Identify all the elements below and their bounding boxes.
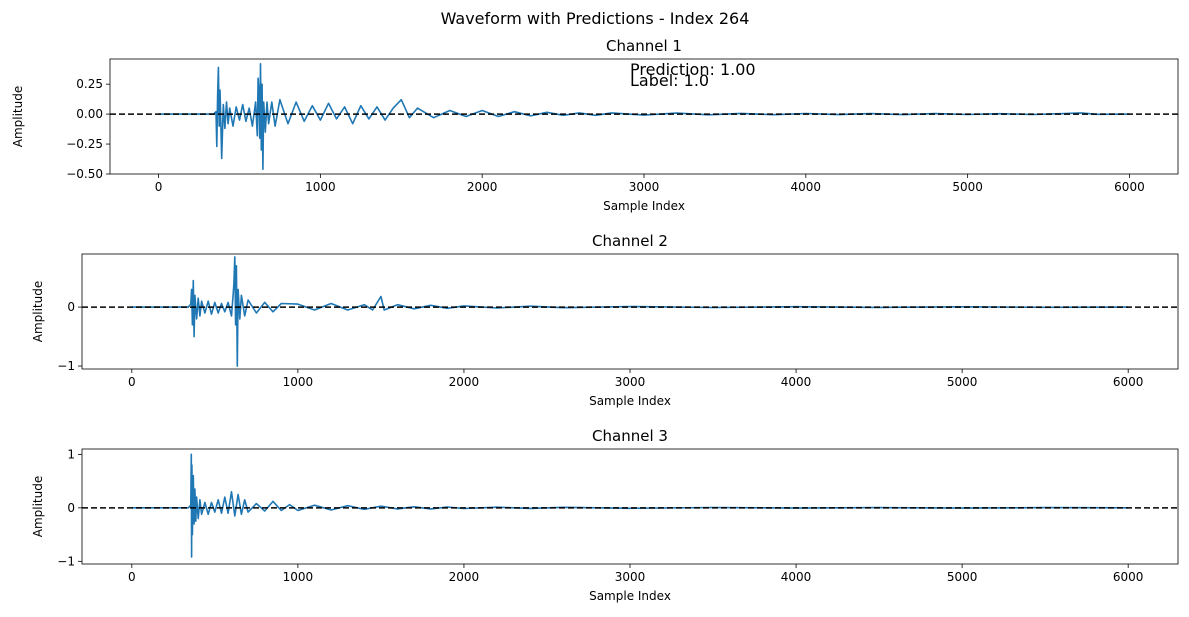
channel-3-axes: 0 1000 2000 3000 4000 5000 6000 −1 0 1 Channel 3 Sa… [31,427,1179,603]
x-tick-label: 2000 [449,570,480,584]
x-tick-label: 3000 [615,570,646,584]
x-tick-label: 4000 [781,375,812,389]
prediction-annotation: Prediction: 1.00 [630,60,756,79]
y-axis-label: Amplitude [31,476,45,538]
channel-2-axes: 0 1000 2000 3000 4000 5000 6000 −1 0 Channel 2 Sam… [31,232,1179,408]
x-tick-label: 2000 [467,180,498,194]
x-axis-label: Sample Index [603,199,685,213]
x-tick-label: 4000 [781,570,812,584]
x-tick-label: 0 [128,570,136,584]
x-axis-label: Sample Index [589,589,671,603]
channel-1-axes: 0 1000 2000 3000 4000 5000 6000 −0.50 −0.25 0.00 0… [11,37,1179,213]
x-tick-label: 1000 [283,570,314,584]
y-tick-label: 0 [67,501,75,515]
figure-suptitle: Waveform with Predictions - Index 264 [441,9,750,28]
y-axis-label: Amplitude [11,86,25,148]
x-tick-label: 0 [128,375,136,389]
x-tick-label: 0 [155,180,163,194]
y-tick-label: −0.50 [66,167,103,181]
y-tick-label: −0.25 [66,137,103,151]
y-tick-label: 1 [67,447,75,461]
x-tick-label: 1000 [283,375,314,389]
x-tick-label: 1000 [305,180,336,194]
x-axis-label: Sample Index [589,394,671,408]
y-tick-label: 0.25 [76,77,103,91]
x-tick-label: 6000 [1113,570,1144,584]
y-axis-label: Amplitude [31,281,45,343]
x-tick-label: 6000 [1114,180,1145,194]
x-tick-label: 5000 [947,375,978,389]
x-tick-label: 5000 [947,570,978,584]
x-tick-label: 3000 [615,375,646,389]
x-tick-label: 2000 [449,375,480,389]
axes-title: Channel 1 [606,37,682,55]
y-tick-label: 0 [67,300,75,314]
waveform-line [158,63,1130,170]
x-tick-label: 4000 [791,180,822,194]
axes-title: Channel 3 [592,427,668,445]
x-tick-label: 5000 [952,180,983,194]
axes-title: Channel 2 [592,232,668,250]
label-annotation: Label: 1.0 [630,71,709,90]
x-tick-label: 6000 [1113,375,1144,389]
y-tick-label: −1 [57,359,75,373]
y-tick-label: 0.00 [76,107,103,121]
x-tick-label: 3000 [629,180,660,194]
y-tick-label: −1 [57,554,75,568]
